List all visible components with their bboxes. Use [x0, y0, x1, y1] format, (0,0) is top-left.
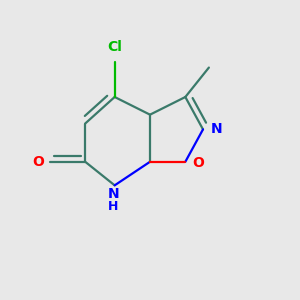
Text: H: H [108, 200, 119, 213]
Text: O: O [32, 155, 44, 169]
Text: N: N [107, 187, 119, 201]
Text: Cl: Cl [107, 40, 122, 54]
Text: N: N [210, 122, 222, 136]
Text: O: O [193, 156, 205, 170]
